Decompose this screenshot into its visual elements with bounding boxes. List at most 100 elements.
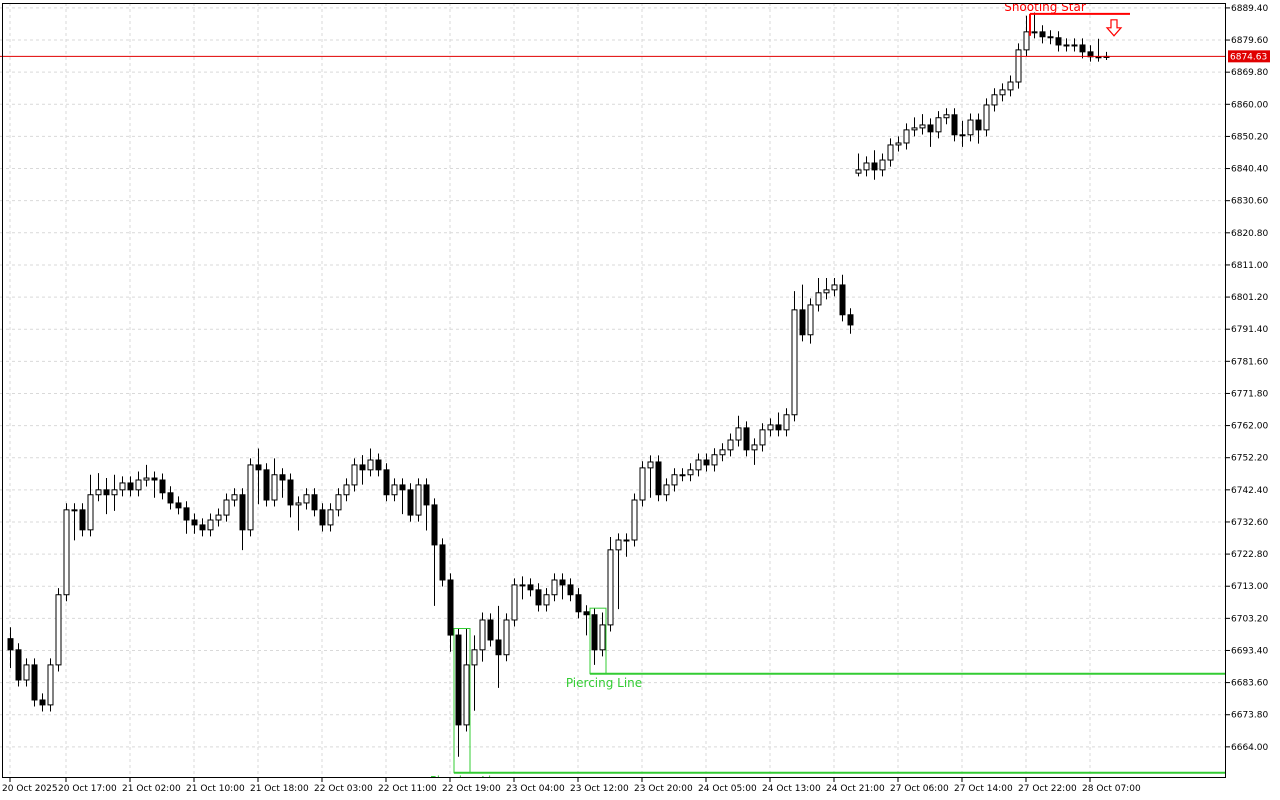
candle-body xyxy=(335,494,342,511)
candle-body xyxy=(23,664,30,681)
x-tick-label: 22 Oct 19:00 xyxy=(442,784,501,794)
candle-body xyxy=(391,484,398,496)
candle-body xyxy=(375,459,382,471)
candle-body xyxy=(447,579,454,636)
candle-body xyxy=(647,461,654,469)
candle-body xyxy=(1055,37,1062,46)
candle-body xyxy=(463,664,470,726)
candle-body xyxy=(183,507,190,521)
x-tick-label: 27 Oct 06:00 xyxy=(890,784,949,794)
y-tick-label: 6732.60 xyxy=(1231,518,1268,528)
x-tick-label: 22 Oct 03:00 xyxy=(314,784,373,794)
candle-body xyxy=(63,509,70,596)
x-tick-label: 27 Oct 22:00 xyxy=(1018,784,1077,794)
candle-body xyxy=(1071,44,1078,47)
candle-body xyxy=(695,459,702,471)
pattern-label: Shooting Star xyxy=(1004,0,1086,14)
candle-body xyxy=(527,584,534,591)
candle-body xyxy=(79,509,86,531)
candle-body xyxy=(727,439,734,451)
x-tick-label: 24 Oct 05:00 xyxy=(698,784,757,794)
y-tick-label: 6879.60 xyxy=(1231,36,1268,46)
candle-body xyxy=(87,494,94,531)
candle-body xyxy=(271,474,278,501)
pattern-box xyxy=(453,628,471,774)
candle-body xyxy=(583,611,590,616)
candle-body xyxy=(759,429,766,446)
candle-body xyxy=(199,524,206,531)
candle-body xyxy=(303,494,310,504)
y-tick-label: 6791.40 xyxy=(1231,325,1268,335)
pattern-box xyxy=(589,607,607,675)
plot-area: Shooting Star Piercing Line Piercing Line xyxy=(0,0,1226,778)
y-tick-label: 6703.20 xyxy=(1231,614,1268,624)
candle-body xyxy=(543,594,550,606)
candle-body xyxy=(783,414,790,431)
candle-body xyxy=(855,169,862,174)
x-tick-label: 24 Oct 21:00 xyxy=(826,784,885,794)
y-tick-label: 6889.40 xyxy=(1231,4,1268,14)
candle-body xyxy=(743,427,750,451)
candle-body xyxy=(975,119,982,131)
candle-body xyxy=(599,624,606,651)
candle-body xyxy=(239,494,246,531)
candle-body xyxy=(95,489,102,496)
candle-body xyxy=(15,649,22,681)
candle-body xyxy=(983,104,990,131)
candle-body xyxy=(7,638,14,651)
candle-body xyxy=(351,464,358,486)
candle-body xyxy=(175,502,182,509)
y-tick-label: 6693.40 xyxy=(1231,646,1268,656)
candle-body xyxy=(903,129,910,144)
candle-body xyxy=(567,584,574,596)
candle-body xyxy=(943,114,950,119)
candle-body xyxy=(735,427,742,441)
candle-body xyxy=(927,124,934,133)
candle-body xyxy=(679,474,686,477)
candle-body xyxy=(591,614,598,651)
candle-body xyxy=(767,424,774,431)
candle-body xyxy=(1015,49,1022,83)
candle-body xyxy=(519,584,526,587)
candle-body xyxy=(831,284,838,291)
y-tick-label: 6811.00 xyxy=(1231,261,1268,271)
y-tick-label: 6781.60 xyxy=(1231,357,1268,367)
candle-body xyxy=(1079,44,1086,53)
candle-body xyxy=(495,639,502,656)
candle-body xyxy=(703,459,710,466)
x-tick-label: 22 Oct 11:00 xyxy=(378,784,437,794)
candle-body xyxy=(551,579,558,596)
candle-body xyxy=(919,124,926,129)
candle-body xyxy=(167,492,174,504)
y-tick-label: 6801.20 xyxy=(1231,293,1268,303)
y-tick-label: 6722.80 xyxy=(1231,550,1268,560)
candle-body xyxy=(751,444,758,451)
current-price-label: 6874.63 xyxy=(1230,52,1267,62)
candle-body xyxy=(423,484,430,506)
candle-body xyxy=(895,142,902,146)
candle-body xyxy=(159,479,166,494)
current-price-box xyxy=(1228,50,1270,63)
candle-body xyxy=(439,544,446,581)
candle-body xyxy=(399,484,406,491)
candle-body xyxy=(559,579,566,586)
x-tick-label: 21 Oct 18:00 xyxy=(250,784,309,794)
y-tick-label: 6771.80 xyxy=(1231,389,1268,399)
candle-body xyxy=(295,502,302,506)
candle-body xyxy=(223,499,230,516)
y-tick-label: 6713.00 xyxy=(1231,582,1268,592)
candle-body xyxy=(799,309,806,336)
candle-body xyxy=(383,469,390,496)
candle-body xyxy=(287,479,294,506)
candle-body xyxy=(407,489,414,516)
y-tick-label: 6830.60 xyxy=(1231,197,1268,207)
candle-body xyxy=(503,619,510,656)
y-tick-label: 6762.00 xyxy=(1231,422,1268,432)
x-tick-label: 24 Oct 13:00 xyxy=(762,784,821,794)
candle-body xyxy=(263,469,270,501)
candle-body xyxy=(511,584,518,621)
plot-border xyxy=(2,3,1226,778)
candle-body xyxy=(1023,31,1030,51)
x-tick-label: 20 Oct 17:00 xyxy=(58,784,117,794)
